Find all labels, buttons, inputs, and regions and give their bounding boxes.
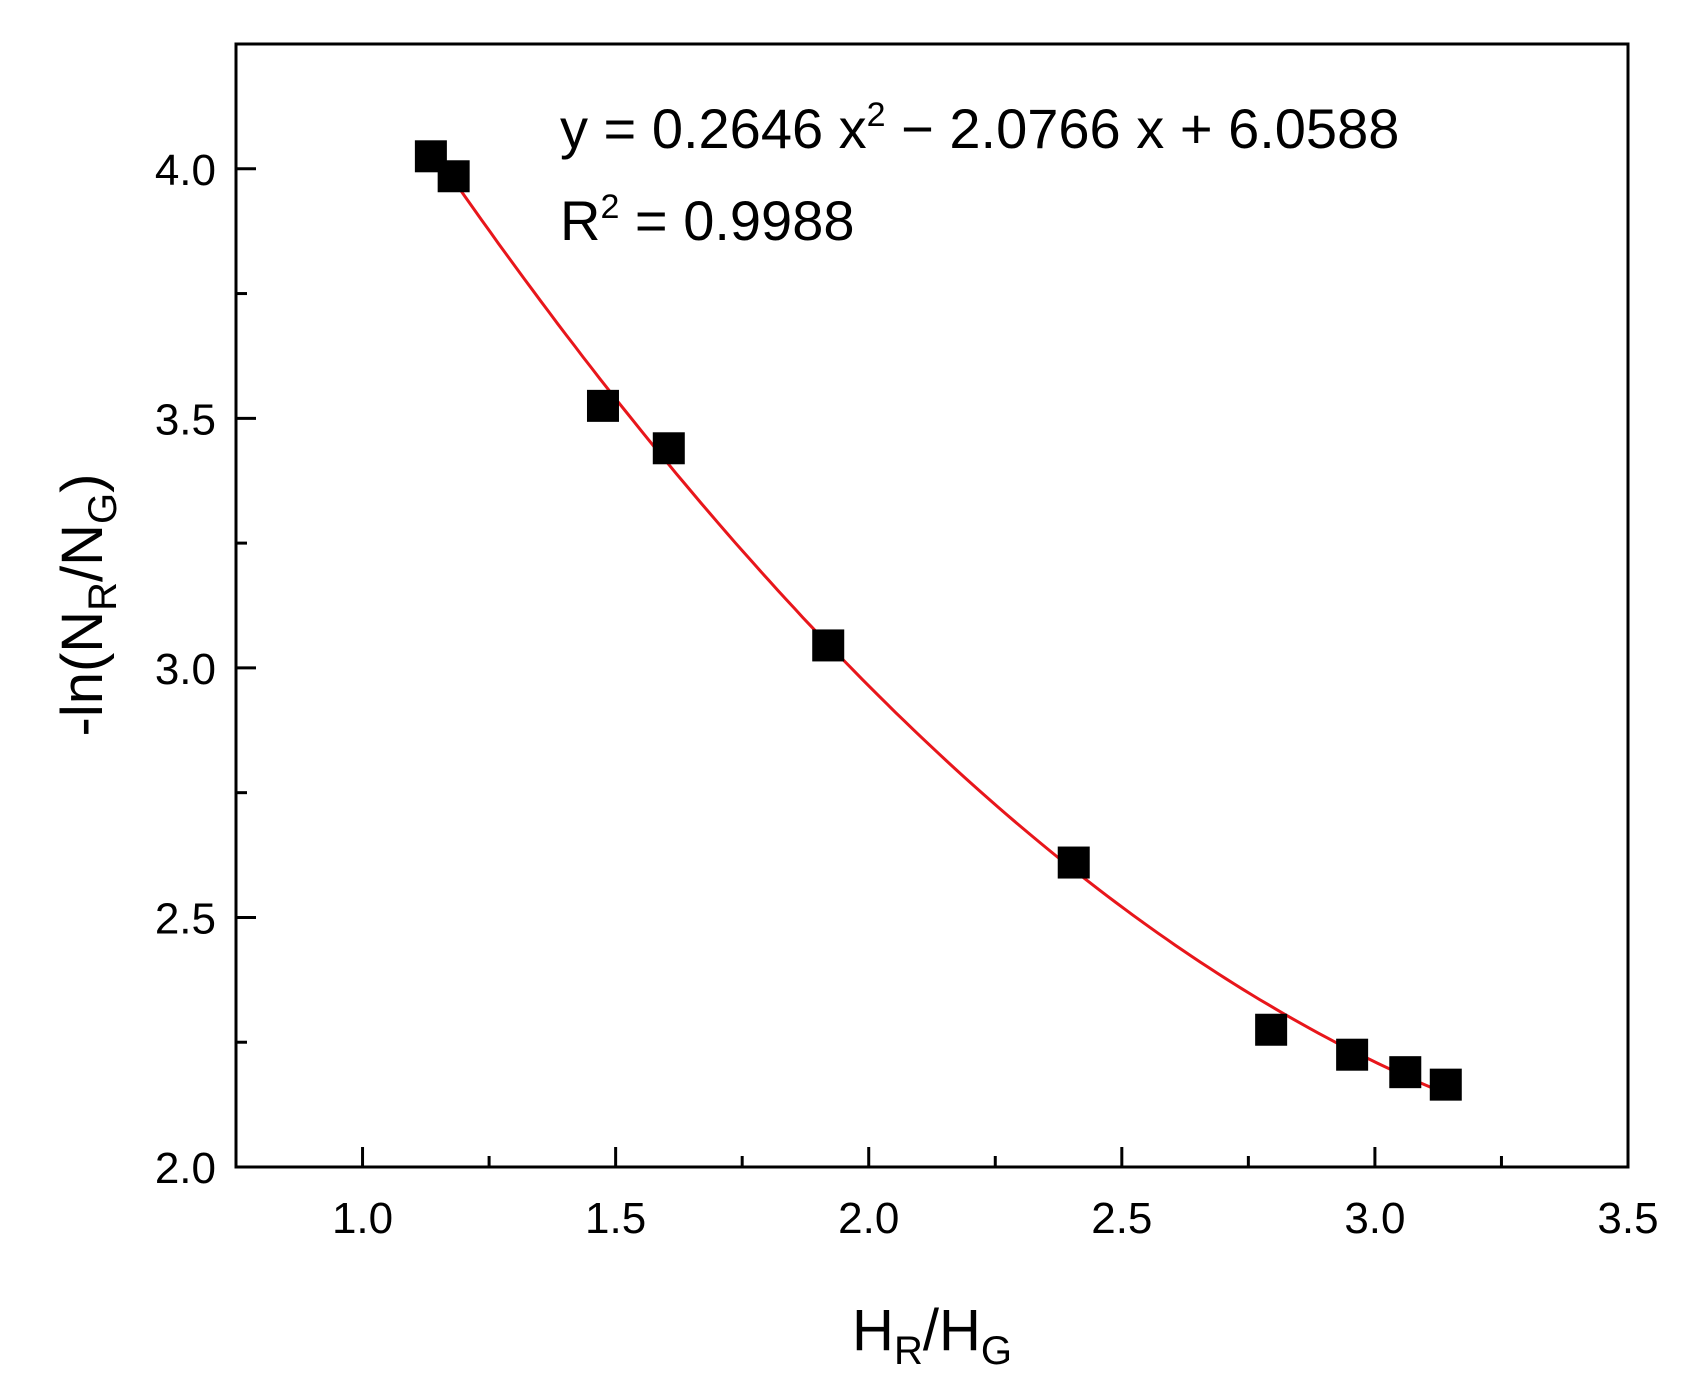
data-point	[1057, 846, 1090, 879]
fit-curve	[429, 146, 1447, 1095]
data-points	[414, 140, 1462, 1101]
fit-equation: y = 0.2646 x2 − 2.0766 x + 6.0588	[560, 96, 1399, 160]
x-axis-title: HR/HG	[852, 1298, 1012, 1373]
plot-frame	[234, 42, 1630, 1169]
axis-ticks	[234, 42, 1630, 1169]
y-tick-label: 3.0	[155, 645, 216, 694]
data-point	[586, 389, 619, 422]
data-point	[1255, 1013, 1288, 1046]
y-tick-label: 2.5	[155, 894, 216, 943]
x-tick-label: 2.5	[1091, 1194, 1152, 1243]
y-tick-label: 4.0	[155, 146, 216, 195]
fit-equation-superscript: 2	[867, 96, 886, 134]
y-tick-label: 2.0	[155, 1144, 216, 1193]
x-tick-label: 3.0	[1344, 1194, 1405, 1243]
x-tick-label: 2.0	[838, 1194, 899, 1243]
r-squared: R2 = 0.9988	[560, 188, 854, 252]
y-axis-title: -ln(NR/NG)	[50, 473, 125, 736]
data-point	[652, 432, 685, 465]
data-point	[1429, 1068, 1462, 1101]
tick-labels: 1.0 1.5 2.0 2.5 3.0 3.5 2.0 2.5 3.0 3.5 4.0	[155, 146, 1659, 1243]
data-point	[1336, 1038, 1369, 1071]
data-point	[812, 629, 845, 662]
y-tick-label: 3.5	[155, 395, 216, 444]
x-tick-label: 1.5	[585, 1194, 646, 1243]
r-squared-superscript: 2	[600, 188, 619, 226]
x-tick-label: 1.0	[332, 1194, 393, 1243]
data-point	[437, 160, 470, 193]
x-tick-label: 3.5	[1597, 1194, 1658, 1243]
data-point	[1389, 1056, 1422, 1089]
